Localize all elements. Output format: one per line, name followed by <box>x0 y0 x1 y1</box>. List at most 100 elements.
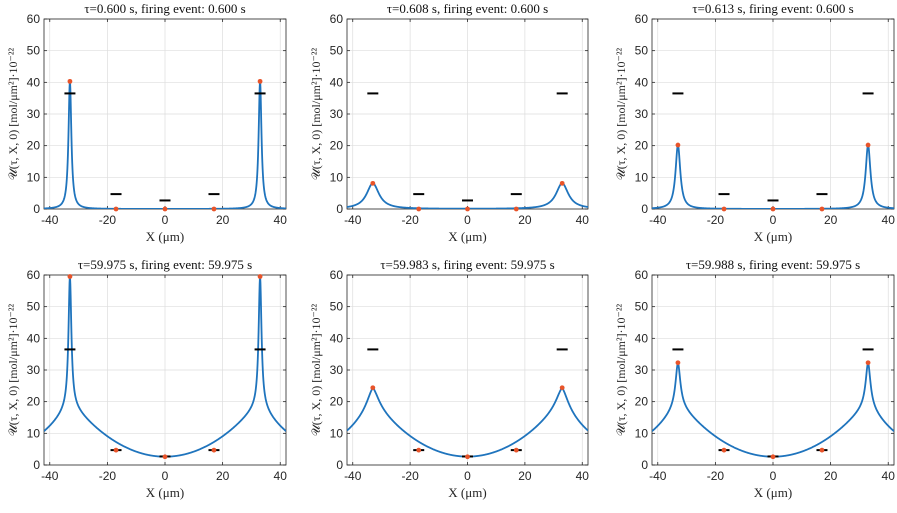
x-tick-label: -40 <box>344 213 362 227</box>
y-tick-label: 30 <box>27 107 41 121</box>
y-tick-label: 10 <box>635 170 649 184</box>
plot-title: τ=59.983 s, firing event: 59.975 s <box>380 257 554 272</box>
node-value-point <box>819 206 825 212</box>
y-axis-label: 𝒰(τ, X, 0) [mol/μm²]·10⁻²² <box>309 48 323 181</box>
y-tick-label: 40 <box>27 331 41 345</box>
y-tick-label: 50 <box>330 300 344 314</box>
node-value-point <box>211 206 217 212</box>
node-value-point <box>721 447 727 453</box>
y-tick-label: 20 <box>635 395 649 409</box>
x-tick-label: -20 <box>707 469 725 483</box>
x-tick-label: 40 <box>882 469 896 483</box>
y-tick-label: 10 <box>330 170 344 184</box>
y-tick-label: 50 <box>635 44 649 58</box>
node-value-point <box>67 78 73 84</box>
x-tick-label: -40 <box>41 469 59 483</box>
subplot-6: -40 -20 0 20 40 0 10 20 30 40 50 60 τ=59.988 s, firi… <box>614 257 895 500</box>
y-tick-label: 50 <box>330 44 344 58</box>
x-tick-label: 20 <box>518 469 532 483</box>
node-value-point <box>113 206 119 212</box>
y-tick-label: 10 <box>330 426 344 440</box>
y-tick-label: 0 <box>336 202 343 216</box>
plot-title: τ=59.988 s, firing event: 59.975 s <box>686 257 860 272</box>
node-value-point <box>675 360 681 366</box>
y-tick-label: 60 <box>330 268 344 282</box>
y-tick-label: 40 <box>27 75 41 89</box>
x-axis-label: X (μm) <box>754 229 792 244</box>
x-tick-label: 0 <box>770 213 777 227</box>
y-tick-label: 20 <box>27 139 41 153</box>
node-value-point <box>865 360 871 366</box>
x-tick-label: 0 <box>162 213 169 227</box>
node-value-point <box>162 454 168 460</box>
node-value-point <box>513 447 519 453</box>
node-value-point <box>675 142 681 148</box>
node-value-point <box>465 206 470 212</box>
node-value-point <box>721 206 727 212</box>
x-tick-label: -20 <box>401 469 419 483</box>
x-tick-label: 20 <box>824 469 838 483</box>
y-tick-label: 10 <box>635 426 649 440</box>
subplot-1: -40 -20 0 20 40 0 10 20 30 40 50 60 τ=0.600 s, firin… <box>6 1 287 244</box>
y-axis-label: 𝒰(τ, X, 0) [mol/μm²]·10⁻²² <box>309 304 323 437</box>
node-value-point <box>416 206 422 212</box>
y-tick-label: 30 <box>27 363 41 377</box>
y-tick-label: 30 <box>635 363 649 377</box>
y-tick-label: 10 <box>27 426 41 440</box>
node-value-point <box>211 447 217 453</box>
plot-title: τ=0.600 s, firing event: 0.600 s <box>84 1 245 16</box>
node-value-point <box>370 180 376 186</box>
x-tick-label: -40 <box>344 469 362 483</box>
x-tick-label: 20 <box>518 213 532 227</box>
y-tick-label: 30 <box>635 107 649 121</box>
node-value-point <box>513 206 519 212</box>
y-tick-label: 30 <box>330 107 344 121</box>
y-tick-label: 40 <box>635 331 649 345</box>
y-tick-label: 60 <box>27 268 41 282</box>
y-tick-label: 60 <box>635 12 649 26</box>
y-axis-label: 𝒰(τ, X, 0) [mol/μm²]·10⁻²² <box>6 48 20 181</box>
x-tick-label: -40 <box>649 213 667 227</box>
subplot-4: -40 -20 0 20 40 0 10 20 30 40 50 60 τ=59.975 s, firi… <box>6 257 287 500</box>
x-tick-label: -40 <box>649 469 667 483</box>
node-value-point <box>67 274 73 279</box>
x-axis-label: X (μm) <box>448 485 486 500</box>
x-axis-label: X (μm) <box>754 485 792 500</box>
y-tick-label: 40 <box>330 331 344 345</box>
y-tick-label: 10 <box>27 170 41 184</box>
x-tick-label: 0 <box>464 469 471 483</box>
y-tick-label: 0 <box>641 202 648 216</box>
node-value-point <box>257 274 263 279</box>
x-tick-label: -20 <box>99 213 117 227</box>
y-tick-label: 0 <box>33 458 40 472</box>
y-tick-label: 0 <box>336 458 343 472</box>
node-value-point <box>416 447 422 453</box>
plot-title: τ=59.975 s, firing event: 59.975 s <box>78 257 252 272</box>
plot-title: τ=0.613 s, firing event: 0.600 s <box>692 1 853 16</box>
y-tick-label: 20 <box>330 395 344 409</box>
node-value-point <box>559 180 565 186</box>
y-tick-label: 0 <box>641 458 648 472</box>
node-value-point <box>559 385 565 391</box>
y-tick-label: 50 <box>635 300 649 314</box>
x-axis-label: X (μm) <box>448 229 486 244</box>
y-tick-label: 20 <box>27 395 41 409</box>
x-tick-label: 20 <box>216 469 230 483</box>
y-tick-label: 50 <box>27 300 41 314</box>
y-tick-label: 20 <box>635 139 649 153</box>
x-tick-label: 0 <box>770 469 777 483</box>
x-tick-label: -20 <box>99 469 117 483</box>
y-tick-label: 60 <box>27 12 41 26</box>
x-tick-label: 40 <box>882 213 896 227</box>
y-tick-label: 30 <box>330 363 344 377</box>
y-tick-label: 0 <box>33 202 40 216</box>
y-tick-label: 60 <box>330 12 344 26</box>
x-axis-label: X (μm) <box>146 229 184 244</box>
node-value-point <box>465 454 470 460</box>
x-tick-label: -20 <box>401 213 419 227</box>
x-tick-label: 40 <box>576 469 590 483</box>
x-axis-label: X (μm) <box>146 485 184 500</box>
y-tick-label: 40 <box>635 75 649 89</box>
